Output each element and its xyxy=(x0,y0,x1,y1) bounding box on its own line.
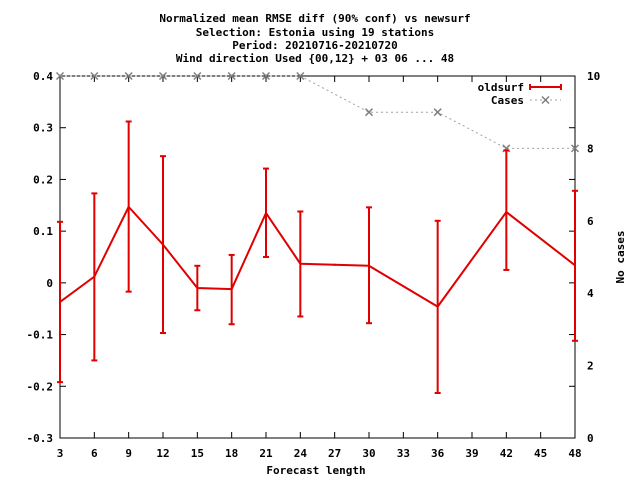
cases-point-stroke xyxy=(90,71,99,81)
error-bar xyxy=(91,192,98,362)
cases-point-stroke xyxy=(570,144,580,153)
cases-point-stroke xyxy=(158,71,168,81)
y2-tick-label: 2 xyxy=(587,360,594,373)
x-tick-label: 27 xyxy=(328,447,341,460)
x-tick-label: 6 xyxy=(91,447,98,460)
error-bar xyxy=(125,120,132,293)
cases-point xyxy=(364,108,374,117)
cases-point xyxy=(570,144,580,153)
x-tick-label: 18 xyxy=(225,447,238,460)
error-bar xyxy=(366,206,372,325)
cases-point-stroke xyxy=(261,71,271,81)
cases-point xyxy=(158,71,168,81)
cases-point xyxy=(227,71,236,81)
cases-series xyxy=(55,71,580,153)
x-axis-label: Forecast length xyxy=(266,464,365,477)
x-tick-label: 9 xyxy=(125,447,132,460)
x-tick-label: 12 xyxy=(156,447,169,460)
error-bar xyxy=(160,155,166,335)
cases-point-stroke xyxy=(296,71,305,81)
axis-ticks: -0.3-0.2-0.100.10.20.30.43 6 9 12 15 18 21 24 27… xyxy=(27,70,601,460)
chart-title: Normalized mean RMSE diff (90% conf) vs … xyxy=(159,12,470,65)
y-tick-label: -0.2 xyxy=(27,380,54,393)
y2-tick-label: 8 xyxy=(587,142,594,155)
legend-sample-cases-marker xyxy=(541,95,550,105)
cases-point xyxy=(261,71,271,81)
x-tick-label: 45 xyxy=(534,447,547,460)
x-tick-label: 33 xyxy=(397,447,410,460)
x-tick-label: 42 xyxy=(500,447,513,460)
error-bar xyxy=(194,264,201,312)
error-bar xyxy=(503,149,510,271)
cases-point-stroke xyxy=(193,71,202,81)
x-tick-label: 15 xyxy=(191,447,204,460)
y-tick-label: 0.4 xyxy=(33,70,53,83)
error-bar xyxy=(572,189,578,342)
x-tick-label: 39 xyxy=(465,447,478,460)
y2-tick-label: 0 xyxy=(587,432,594,445)
cases-point xyxy=(90,71,99,81)
cases-point xyxy=(296,71,305,81)
x-tick-label: 3 xyxy=(57,447,64,460)
x-tick-label: 36 xyxy=(431,447,445,460)
cases-point-stroke xyxy=(55,71,65,81)
y-tick-label: 0.3 xyxy=(33,122,53,135)
cases-point-stroke xyxy=(124,71,133,81)
x-tick-label: 48 xyxy=(568,447,581,460)
y-tick-label: 0.1 xyxy=(33,225,53,238)
error-bar xyxy=(228,253,235,326)
y-tick-label: -0.1 xyxy=(27,329,54,342)
cases-point xyxy=(124,71,133,81)
title-line-1: Normalized mean RMSE diff (90% conf) vs … xyxy=(159,12,470,25)
y-tick-label: -0.3 xyxy=(27,432,54,445)
cases-point-stroke xyxy=(433,108,442,117)
y2-tick-label: 6 xyxy=(587,215,594,228)
x-tick-label: 21 xyxy=(259,447,273,460)
x-tick-label: 24 xyxy=(294,447,308,460)
oldsurf-line xyxy=(59,205,576,308)
legend-label-oldsurf: oldsurf xyxy=(478,81,524,94)
cases-point xyxy=(433,108,442,117)
error-bar xyxy=(57,220,63,384)
cases-point xyxy=(55,71,65,81)
cases-point-stroke xyxy=(227,71,236,81)
x-tick-label: 30 xyxy=(362,447,375,460)
y-tick-label: 0 xyxy=(46,277,53,290)
y2-axis-label: No cases xyxy=(614,231,627,284)
error-bar xyxy=(434,219,441,395)
error-bar xyxy=(297,210,304,318)
plot-frame xyxy=(59,75,576,439)
y2-tick-label: 4 xyxy=(587,287,594,300)
error-bar xyxy=(263,167,269,258)
oldsurf-series xyxy=(57,120,578,395)
title-line-3: Period: 20210716-20210720 xyxy=(232,39,398,52)
cases-point-stroke xyxy=(364,108,374,117)
legend: oldsurf Cases xyxy=(478,81,562,107)
cases-point xyxy=(193,71,202,81)
y2-tick-label: 10 xyxy=(587,70,600,83)
legend-label-cases: Cases xyxy=(491,94,524,107)
title-line-4: Wind direction Used {00,12} + 03 06 ... … xyxy=(176,52,454,65)
y-tick-label: 0.2 xyxy=(33,173,53,186)
title-line-2: Selection: Estonia using 19 stations xyxy=(196,26,434,39)
